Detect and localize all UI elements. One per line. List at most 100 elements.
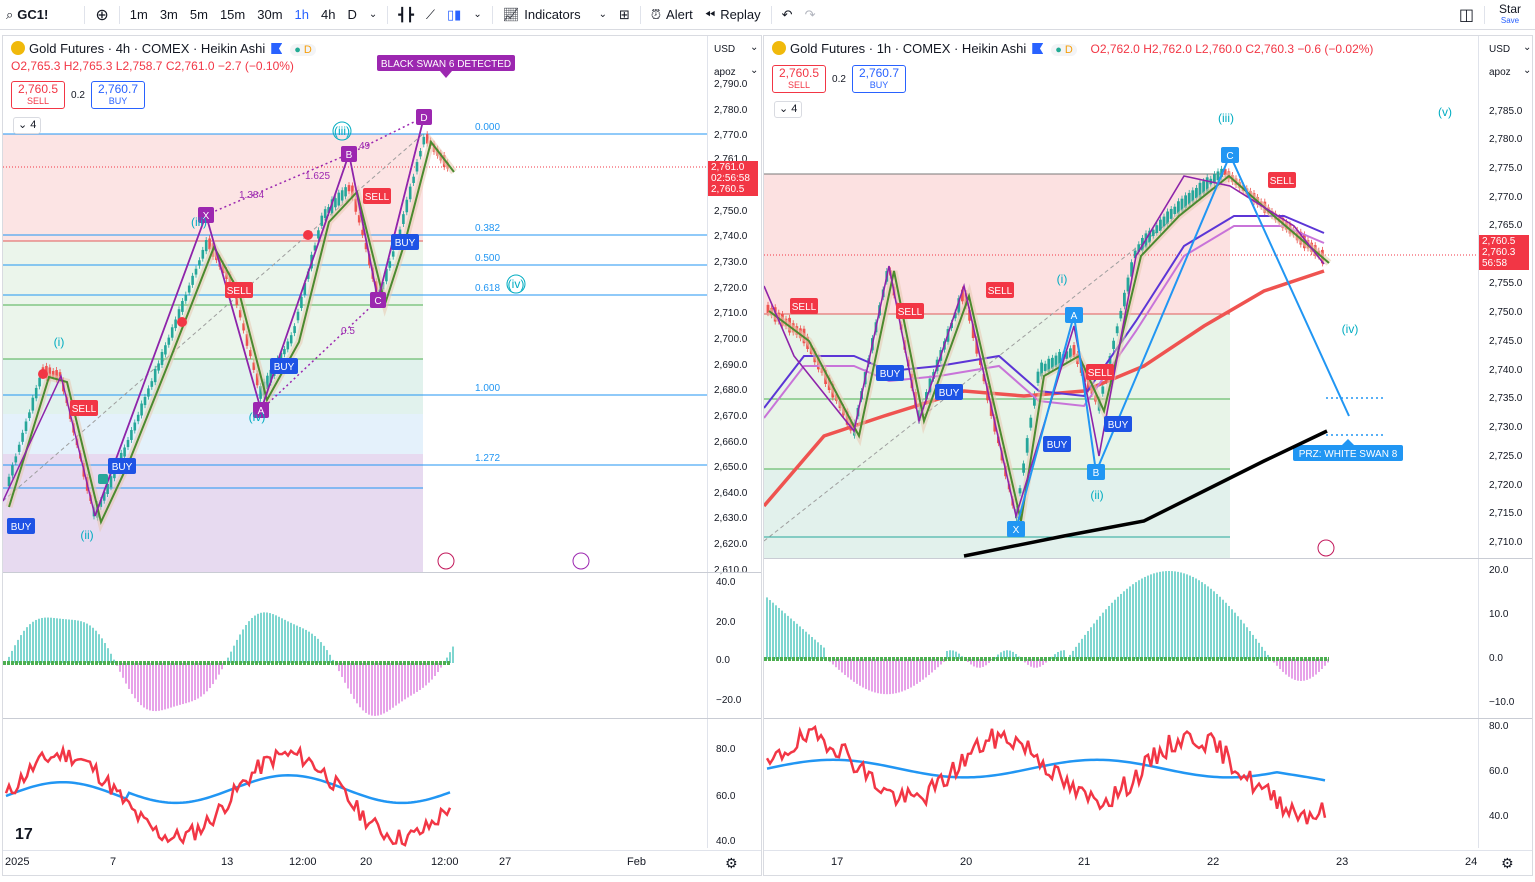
fib-zone-teal [764,469,1230,559]
status-dot-icon: ● [294,44,301,56]
collapse-indicators-button[interactable]: ⌄ 4 [774,101,803,118]
sell-button[interactable]: 2,760.5 SELL [11,81,66,109]
candle-body [255,373,259,386]
chart-type-line-button[interactable]: ⟋ [420,0,441,30]
candle-body [1173,206,1177,215]
indicators-dropdown[interactable]: ⌄ [593,0,613,30]
chart-type-dropdown[interactable]: ⌄ [467,0,487,30]
sell-price: 2,760.5 [779,66,820,80]
axis-tick-label: 17 [831,856,844,868]
axis-tick-label: 13 [221,856,234,868]
pane-divider[interactable] [764,558,1532,559]
axis-tick-label: 80.0 [716,744,736,755]
legend-title: Gold Futures · 1h · COMEX · Heikin Ashi [790,41,1027,56]
pane-divider[interactable] [764,718,1532,719]
symbol-search[interactable]: ⌕ GC1! [0,0,54,30]
redo-button[interactable]: ↷ [799,0,822,30]
chevron-down-icon[interactable]: ⌄ [1523,42,1532,53]
buy-button[interactable]: 2,760.7 BUY [90,81,145,109]
divider [118,5,120,24]
harmonic-point-label-bg [341,146,357,162]
lightning-icon [437,552,455,570]
chevron-down-icon[interactable]: ⌄ [750,65,759,76]
interval-1h[interactable]: 1h [294,7,309,22]
buy-button[interactable]: 2,760.7 BUY [851,65,906,93]
sell-price: 2,760.5 [18,82,59,96]
candle-body [7,476,11,487]
pane-divider[interactable] [3,572,761,573]
candle-body [198,260,201,266]
candle-body [1151,229,1155,237]
chart-type-candles-button[interactable]: ▯▮ [441,0,467,30]
undo-button[interactable]: ↶ [776,0,799,30]
interval-d[interactable]: D [347,7,357,22]
interval-15m[interactable]: 15m [219,7,246,22]
collapse-indicators-button[interactable]: ⌄ 4 [13,117,42,134]
layout-button[interactable]: ◫ [1453,0,1480,30]
scale-mode-label[interactable]: apoz [714,67,736,78]
candle-body [914,391,917,407]
chart-pane-right[interactable]: X A B C PRZ: WHITE SWAN 8 (i) (ii) (iii) (iv) (v)… [763,35,1533,876]
flag-icon[interactable] [271,43,283,54]
templates-button[interactable]: ⊞ [613,0,636,30]
chevron-down-icon[interactable]: ⌄ [750,42,759,53]
interval-dropdown[interactable]: ⌄ [363,0,383,30]
chart-type-bars-button[interactable]: ┫┣ [392,0,420,30]
scale-mode-label[interactable]: apoz [1489,67,1511,78]
candle-body [388,261,392,268]
axis-tick-label: 2,640.0 [714,488,748,499]
sell-button[interactable]: 2,760.5 SELL [772,65,827,93]
axis-tick-label: 0.0 [1489,653,1503,664]
interval-5m[interactable]: 5m [189,7,208,22]
candle-body [17,444,21,452]
replay-label: Replay [720,7,761,22]
candle-body [1065,351,1069,359]
candle-body [208,238,211,250]
interval-4h[interactable]: 4h [321,7,336,22]
price-chart-right[interactable]: X A B C PRZ: WHITE SWAN 8 (i) (ii) (iii) (iv) (v)… [764,36,1479,856]
candle-body [1216,171,1220,181]
data-status-badge[interactable]: ● D [290,44,316,56]
candle-body [133,422,137,431]
candle-body [415,162,419,172]
time-axis-left[interactable]: 2025 7 13 12:00 20 12:00 27 Feb ⚙ [3,850,761,875]
candle-body [130,430,133,440]
interval-30m[interactable]: 30m [257,7,283,22]
time-axis-right[interactable]: 17 20 21 22 23 24 ⚙ [764,850,1532,875]
chevron-down-icon[interactable]: ⌄ [1523,65,1532,76]
interval-1m[interactable]: 1m [129,7,148,22]
settings-gear-icon[interactable]: ⚙ [1501,855,1514,871]
divider [387,5,389,24]
pane-divider[interactable] [3,718,761,719]
candle-body [300,296,303,308]
axis-tick-label: 2,660.0 [714,437,748,448]
replay-button[interactable]: ⏪︎ Replay [699,0,767,30]
buy-price: 2,760.7 [97,82,138,96]
save-layout-button[interactable]: Star Save [1489,3,1535,26]
candle-body [961,289,964,302]
price-scale-right[interactable]: USD apoz ⌄ ⌄ 2,785.0 2,780.0 2,775.0 2,770.… [1478,36,1532,848]
axis-tick-label: 2,745.0 [1489,336,1523,347]
indicators-button[interactable]: 📈︎ Indicators [497,0,587,30]
price-chart-left[interactable]: 0.000 0.382 0.500 0.618 1.000 1.272 X A B C D 1.384… [3,36,708,856]
currency-label[interactable]: USD [1489,44,1511,55]
signal-label-bg [270,358,298,374]
axis-tick-label: 2,775.0 [1489,163,1523,174]
candle-body [1137,244,1141,252]
interval-3m[interactable]: 3m [159,7,178,22]
currency-label[interactable]: USD [714,44,736,55]
spread-value: 0.2 [832,73,846,85]
chart-pane-left[interactable]: 0.000 0.382 0.500 0.618 1.000 1.272 X A B C D 1.384… [2,35,762,876]
ohlc-high: H2,762.0 [1143,42,1192,56]
alert-button[interactable]: ⏰︎ Alert [645,0,699,30]
compare-symbol-button[interactable]: ⊕ [89,0,114,30]
settings-gear-icon[interactable]: ⚙ [725,855,738,871]
chevron-down-icon: ⌄ [779,103,789,115]
bid-price: 2,760.5 [711,184,745,195]
flag-icon[interactable] [1032,43,1044,54]
data-status-badge[interactable]: ● D [1051,44,1077,56]
candle-body [1187,192,1191,205]
chevron-down-icon: ⌄ [18,119,28,131]
candle-body [425,134,429,144]
price-scale-left[interactable]: USD apoz ⌄ ⌄ 2,790.0 2,780.0 2,770.0 2,761.… [707,36,761,848]
